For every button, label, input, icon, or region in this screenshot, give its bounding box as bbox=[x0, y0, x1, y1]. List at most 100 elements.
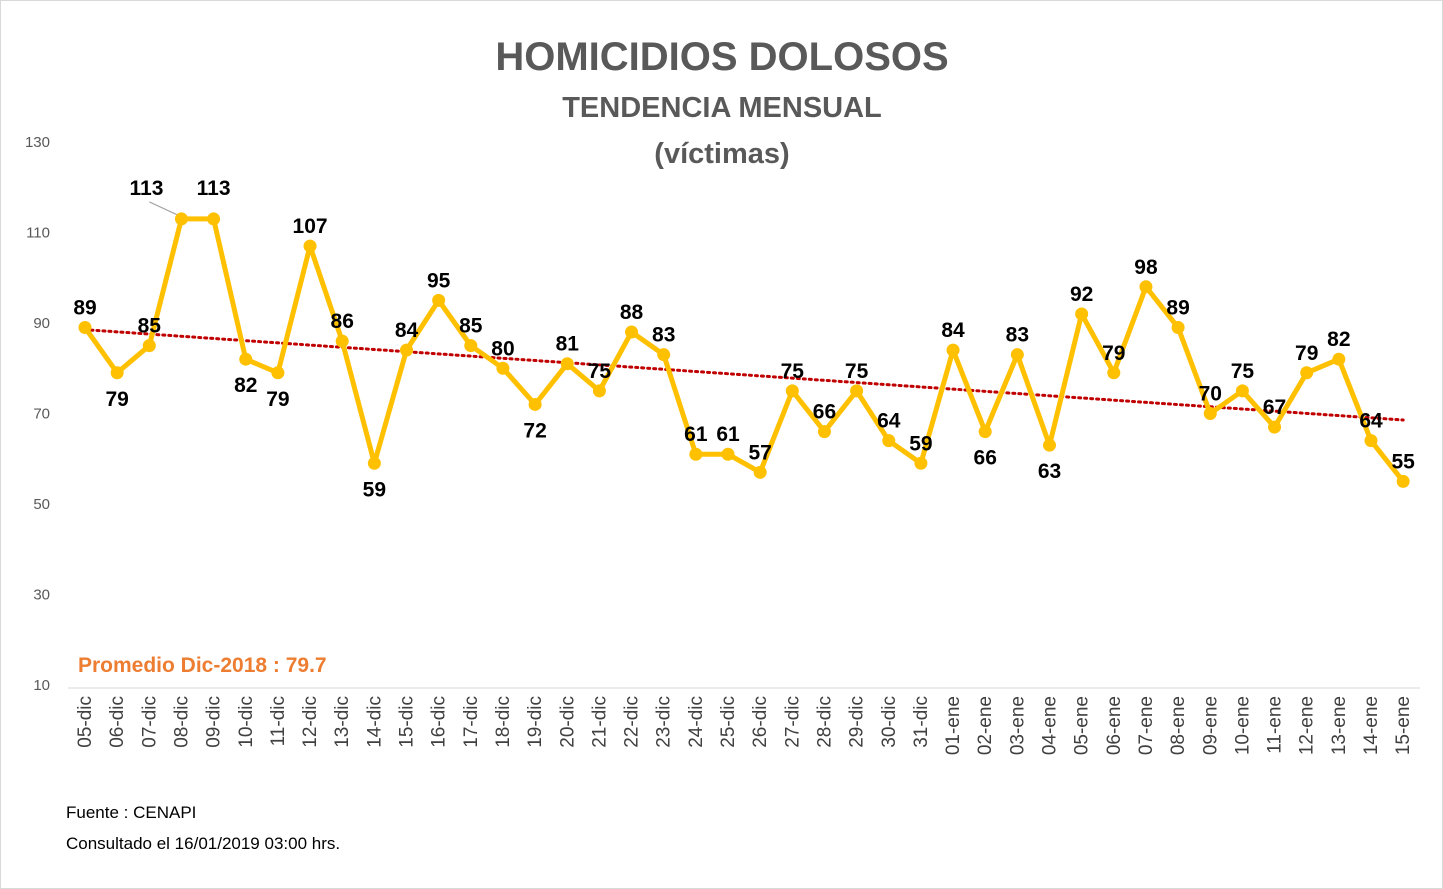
data-point bbox=[689, 447, 703, 461]
x-tick-label: 19-dic bbox=[525, 696, 546, 748]
data-point bbox=[142, 339, 156, 353]
average-annotation: Promedio Dic-2018 : 79.7 bbox=[78, 654, 327, 677]
x-tick-label: 20-dic bbox=[557, 696, 578, 748]
x-tick-label: 23-dic bbox=[654, 696, 675, 748]
data-point bbox=[496, 361, 510, 375]
data-label: 92 bbox=[1070, 283, 1093, 306]
data-point bbox=[1107, 366, 1121, 380]
data-label: 72 bbox=[523, 419, 546, 442]
data-label: 107 bbox=[293, 215, 328, 238]
data-label: 59 bbox=[909, 432, 932, 455]
data-point bbox=[1043, 438, 1056, 452]
data-point bbox=[721, 447, 735, 461]
x-tick-label: 10-dic bbox=[236, 696, 257, 748]
x-tick-label: 08-dic bbox=[171, 696, 192, 748]
data-point bbox=[850, 384, 864, 398]
x-tick-label: 22-dic bbox=[622, 696, 643, 748]
data-markers bbox=[78, 212, 1410, 488]
x-tick-label: 30-dic bbox=[879, 696, 900, 748]
data-label: 61 bbox=[716, 423, 740, 446]
y-tick-label: 50 bbox=[33, 496, 50, 513]
y-tick-label: 110 bbox=[26, 225, 50, 242]
data-point bbox=[528, 397, 542, 411]
x-tick-label: 07-dic bbox=[139, 696, 160, 748]
data-point bbox=[1268, 420, 1282, 434]
data-point bbox=[978, 425, 992, 439]
data-point bbox=[560, 357, 574, 371]
source-note: Fuente : CENAPI bbox=[66, 803, 196, 822]
x-tick-label: 17-dic bbox=[461, 696, 482, 748]
data-label: 85 bbox=[138, 315, 162, 338]
data-point bbox=[335, 334, 349, 348]
data-point bbox=[1396, 474, 1410, 488]
data-label: 88 bbox=[620, 301, 644, 324]
x-tick-label: 13-ene bbox=[1329, 696, 1350, 755]
x-tick-label: 24-dic bbox=[686, 696, 707, 748]
x-tick-label: 29-dic bbox=[847, 696, 868, 748]
data-point bbox=[239, 352, 253, 366]
data-label: 75 bbox=[1231, 360, 1255, 383]
x-tick-label: 15-ene bbox=[1393, 696, 1414, 755]
data-point bbox=[271, 366, 285, 380]
x-tick-label: 13-dic bbox=[332, 696, 353, 748]
data-label: 98 bbox=[1134, 256, 1158, 279]
x-tick-label: 25-dic bbox=[718, 696, 739, 748]
x-tick-label: 12-ene bbox=[1297, 696, 1318, 755]
data-point bbox=[303, 239, 317, 253]
x-tick-label: 06-ene bbox=[1104, 696, 1125, 755]
x-tick-label: 05-dic bbox=[75, 696, 96, 748]
data-label: 66 bbox=[974, 447, 997, 470]
data-label: 89 bbox=[1166, 297, 1189, 320]
data-label-leader-line bbox=[149, 201, 178, 216]
data-label: 64 bbox=[1359, 410, 1383, 433]
data-point bbox=[817, 425, 831, 439]
chart-subtitle-units: (víctimas) bbox=[654, 138, 789, 170]
data-point bbox=[1010, 348, 1024, 362]
data-point bbox=[1139, 280, 1153, 294]
data-label: 81 bbox=[556, 333, 580, 356]
data-point bbox=[1075, 307, 1089, 321]
x-tick-label: 11-dic bbox=[268, 696, 289, 746]
data-label: 63 bbox=[1038, 460, 1061, 483]
data-label: 75 bbox=[781, 360, 805, 383]
data-label: 82 bbox=[234, 374, 257, 397]
data-point bbox=[625, 325, 639, 339]
data-point bbox=[207, 212, 221, 226]
data-point bbox=[400, 343, 413, 357]
y-tick-label: 10 bbox=[33, 677, 50, 694]
x-tick-label: 18-dic bbox=[493, 696, 514, 748]
data-point bbox=[1364, 434, 1378, 448]
y-tick-label: 70 bbox=[33, 406, 50, 423]
data-point bbox=[367, 456, 381, 470]
data-point bbox=[1332, 352, 1346, 366]
data-point bbox=[1235, 384, 1249, 398]
data-label: 59 bbox=[363, 478, 386, 501]
data-label: 61 bbox=[684, 423, 708, 446]
data-point bbox=[1171, 321, 1185, 335]
data-point bbox=[1203, 407, 1217, 420]
x-tick-label: 10-ene bbox=[1232, 696, 1253, 755]
x-tick-label: 12-dic bbox=[300, 696, 321, 748]
data-label: 83 bbox=[1006, 324, 1029, 347]
x-tick-label: 11-ene bbox=[1265, 696, 1286, 754]
data-point bbox=[464, 339, 478, 353]
x-tick-label: 01-ene bbox=[943, 696, 964, 755]
x-tick-label: 21-dic bbox=[589, 696, 610, 748]
data-label: 79 bbox=[1102, 342, 1125, 365]
data-labels: 89 79 85 113 113 82 79 107 86 59 84 95 85 80 72 81 75 88 8… bbox=[73, 177, 1415, 501]
data-label: 79 bbox=[1295, 342, 1318, 365]
data-label: 57 bbox=[748, 441, 771, 464]
chart-title: HOMICIDIOS DOLOSOS bbox=[495, 35, 948, 79]
data-label: 64 bbox=[877, 410, 901, 433]
data-label: 84 bbox=[395, 319, 419, 342]
x-tick-label: 02-ene bbox=[975, 696, 996, 755]
data-label: 83 bbox=[652, 324, 675, 347]
data-point bbox=[914, 456, 928, 470]
x-tick-label: 14-dic bbox=[364, 696, 385, 748]
data-point bbox=[174, 212, 188, 226]
data-point bbox=[432, 293, 446, 307]
data-label: 55 bbox=[1391, 450, 1415, 473]
data-point bbox=[1300, 366, 1314, 380]
data-label: 80 bbox=[491, 337, 514, 360]
